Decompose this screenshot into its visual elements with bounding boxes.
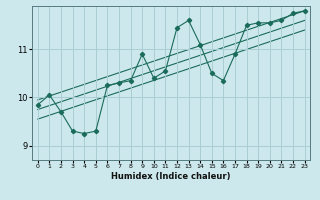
- X-axis label: Humidex (Indice chaleur): Humidex (Indice chaleur): [111, 172, 231, 181]
